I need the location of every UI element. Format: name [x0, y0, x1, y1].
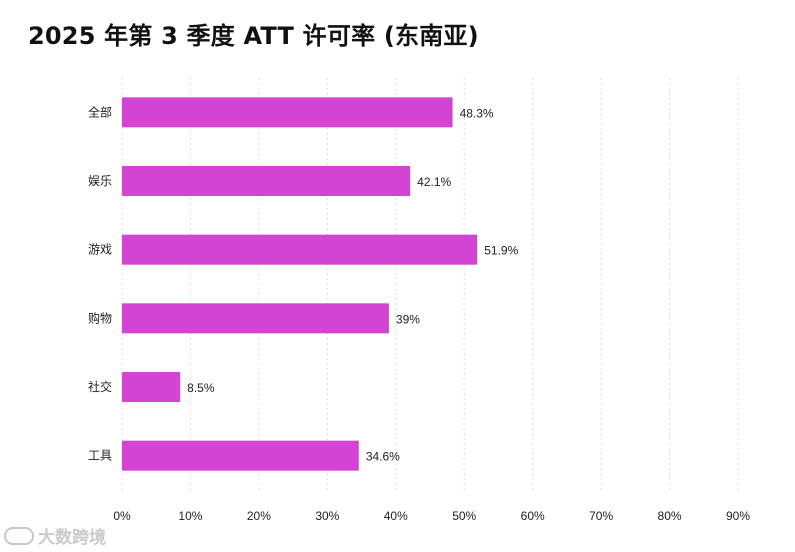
value-label: 48.3%: [460, 106, 494, 120]
category-label: 社交: [88, 379, 112, 394]
grid-layer: [121, 78, 739, 490]
label-layer: 0% 10% 20% 30% 40% 50% 60% 70% 80% 90% 全部 48.3% 娱乐 42…: [88, 104, 750, 523]
value-label: 8.5%: [187, 381, 215, 395]
x-tick-label: 20%: [247, 509, 271, 523]
value-label: 42.1%: [417, 175, 451, 189]
x-tick-label: 80%: [658, 509, 682, 523]
value-label: 34.6%: [366, 450, 400, 464]
watermark: 大数跨境: [4, 523, 106, 548]
x-tick-label: 90%: [726, 509, 750, 523]
category-label: 全部: [88, 104, 112, 119]
watermark-logo-icon: [4, 526, 34, 545]
bar: [122, 303, 389, 334]
bar: [122, 234, 478, 265]
x-tick-label: 0%: [113, 509, 131, 523]
watermark-text: 大数跨境: [38, 528, 106, 548]
x-tick-label: 40%: [384, 509, 408, 523]
x-tick-label: 30%: [315, 509, 339, 523]
bar: [122, 372, 181, 402]
value-label: 39%: [396, 312, 420, 326]
bar: [122, 166, 411, 196]
x-tick-label: 10%: [178, 509, 202, 523]
bar: [122, 97, 453, 128]
chart-title: 2025 年第 3 季度 ATT 许可率 (东南亚): [28, 22, 479, 50]
value-label: 51.9%: [484, 244, 518, 258]
category-label: 游戏: [88, 243, 112, 257]
bar: [122, 440, 359, 471]
bar-layer: [122, 97, 478, 471]
x-tick-label: 60%: [521, 509, 545, 523]
x-tick-label: 70%: [589, 509, 613, 523]
x-tick-label: 50%: [452, 509, 476, 523]
category-label: 工具: [88, 449, 112, 463]
category-label: 购物: [88, 310, 112, 325]
category-label: 娱乐: [88, 174, 112, 188]
